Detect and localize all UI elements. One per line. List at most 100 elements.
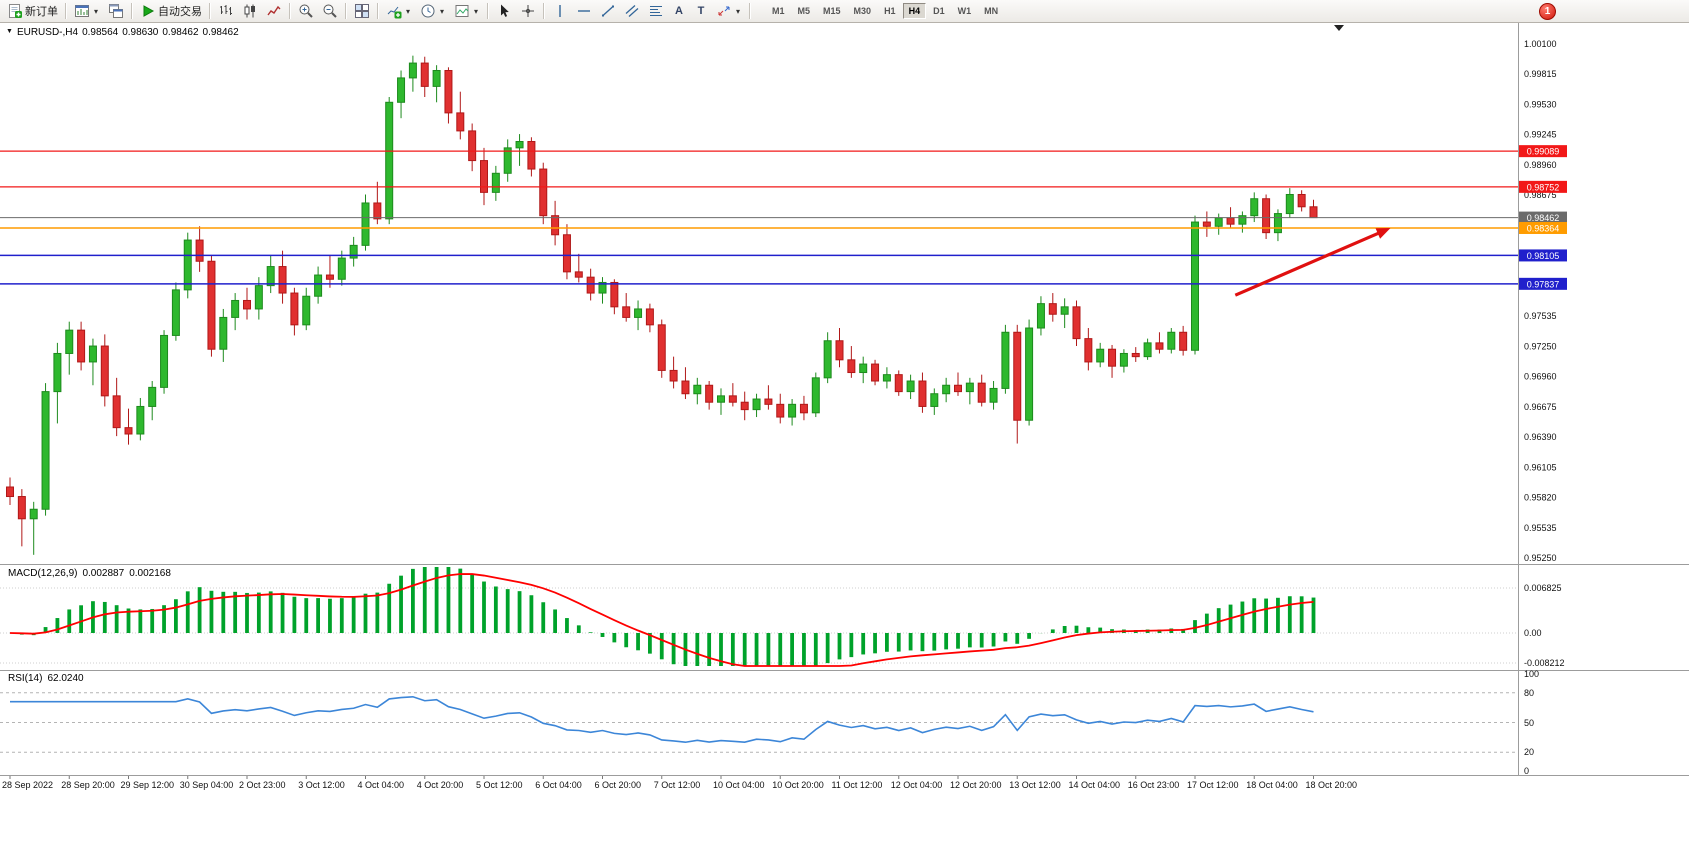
time-axis-label: 30 Sep 04:00	[180, 780, 234, 790]
candle-body	[183, 239, 192, 291]
candle-body	[1297, 193, 1306, 208]
candle-body	[41, 391, 50, 510]
candle-body	[1202, 221, 1211, 227]
pivot-line-label: 0.98364	[1527, 223, 1560, 233]
text-button[interactable]: A	[668, 2, 690, 21]
time-axis-label: 4 Oct 20:00	[417, 780, 464, 790]
timeframe-m5-button[interactable]: M5	[792, 3, 817, 19]
equidistant-channel-button[interactable]	[620, 2, 644, 21]
trend-arrow-head[interactable]	[1375, 227, 1391, 239]
main-toolbar: 新订单 自动交易	[0, 0, 1689, 23]
time-axis-label: 10 Oct 20:00	[772, 780, 824, 790]
timeframe-m1-button[interactable]: M1	[766, 3, 791, 19]
collapse-triangle-icon[interactable]	[6, 27, 13, 38]
profiles-button[interactable]	[104, 2, 128, 21]
fibonacci-button[interactable]	[644, 2, 668, 21]
timeframe-w1-button[interactable]: W1	[952, 3, 978, 19]
price-axis-label: 0.99530	[1524, 99, 1557, 109]
timeframe-toolbar: M1 M5 M15 M30 H1 H4 D1 W1 MN	[766, 3, 1004, 19]
candle-body	[882, 374, 891, 382]
timeframe-m30-button[interactable]: M30	[848, 3, 878, 19]
price-axis-label: 0.96675	[1524, 402, 1557, 412]
auto-trading-button[interactable]: 自动交易	[136, 2, 206, 21]
candle-body	[764, 398, 773, 405]
candle-body	[491, 172, 500, 193]
resistance-line-1-label: 0.99089	[1527, 147, 1560, 157]
candle-body	[1001, 331, 1010, 389]
candle-body	[574, 271, 583, 278]
candle-body	[1143, 342, 1152, 358]
timeframe-h1-button[interactable]: H1	[878, 3, 902, 19]
time-axis-label: 5 Oct 12:00	[476, 780, 523, 790]
timeframe-mn-button[interactable]: MN	[978, 3, 1004, 19]
candle-body	[799, 403, 808, 414]
candle-body	[1285, 193, 1294, 215]
horizontal-line-button[interactable]	[572, 2, 596, 21]
candle-body	[53, 352, 62, 393]
periods-button[interactable]	[416, 2, 450, 21]
new-order-icon	[9, 4, 22, 18]
macd-scale-label: 0.00	[1524, 628, 1542, 638]
chart-shift-marker[interactable]	[1334, 25, 1344, 31]
time-axis-label: 10 Oct 04:00	[713, 780, 765, 790]
timeframe-d1-button[interactable]: D1	[927, 3, 951, 19]
candle-body	[397, 77, 406, 103]
support-line-1-label-box	[1519, 249, 1567, 262]
candlestick-chart-button[interactable]	[238, 2, 262, 21]
line-chart-button[interactable]	[262, 2, 286, 21]
candle-body	[160, 334, 169, 388]
price-axis-label: 0.99245	[1524, 130, 1557, 140]
new-order-button[interactable]: 新订单	[3, 2, 62, 21]
candle-body	[444, 69, 453, 114]
macd-signal-line	[9, 573, 1314, 667]
chart-symbol-period: EURUSD-,H4	[16, 27, 79, 38]
trend-arrow-line[interactable]	[1234, 229, 1384, 297]
macd-signal-value: 0.002168	[129, 568, 171, 579]
bar-chart-button[interactable]	[214, 2, 238, 21]
candle-body	[539, 168, 548, 217]
zoom-in-button[interactable]	[294, 2, 318, 21]
trendline-button[interactable]	[596, 2, 620, 21]
candle-body	[752, 398, 761, 411]
rsi-value: 62.0240	[47, 673, 84, 684]
time-axis-label: 2 Oct 23:00	[239, 780, 286, 790]
candle-body	[1309, 206, 1318, 219]
candle-body	[480, 160, 488, 193]
price-axis-label: 0.96390	[1524, 432, 1557, 442]
time-axis-label: 18 Oct 20:00	[1306, 780, 1358, 790]
crosshair-button[interactable]	[516, 2, 540, 21]
zoom-in-icon	[299, 4, 313, 18]
candle-body	[1250, 198, 1259, 217]
timeframe-h4-button[interactable]: H4	[902, 3, 927, 19]
templates-button[interactable]	[450, 2, 484, 21]
candle-body	[171, 289, 180, 336]
candle-body	[1214, 217, 1223, 227]
zoom-out-button[interactable]	[318, 2, 342, 21]
candle-body	[1060, 306, 1069, 315]
toolbar-separator	[65, 3, 67, 19]
candle-body	[207, 260, 216, 350]
cursor-button[interactable]	[492, 2, 516, 21]
profiles-icon	[109, 4, 123, 18]
arrows-button[interactable]	[712, 2, 746, 21]
candle-body	[551, 215, 560, 236]
timeframe-m15-button[interactable]: M15	[817, 3, 847, 19]
vertical-line-button[interactable]	[548, 2, 572, 21]
time-axis-label: 28 Sep 20:00	[61, 780, 115, 790]
candle-body	[622, 306, 631, 318]
candle-body	[930, 393, 939, 407]
macd-main-value: 0.002887	[82, 568, 125, 579]
notification-badge[interactable]: 1	[1539, 2, 1556, 20]
tile-windows-button[interactable]	[350, 2, 374, 21]
candle-body	[136, 405, 145, 435]
indicators-button[interactable]	[382, 2, 416, 21]
candle-body	[894, 374, 903, 393]
new-chart-button[interactable]	[70, 2, 104, 21]
price-axis-label: 0.97535	[1524, 311, 1557, 321]
text-label-button[interactable]: T	[690, 2, 712, 21]
candle-body	[989, 387, 998, 403]
rsi-scale-label: 20	[1524, 747, 1534, 757]
trendline-icon	[602, 5, 614, 17]
